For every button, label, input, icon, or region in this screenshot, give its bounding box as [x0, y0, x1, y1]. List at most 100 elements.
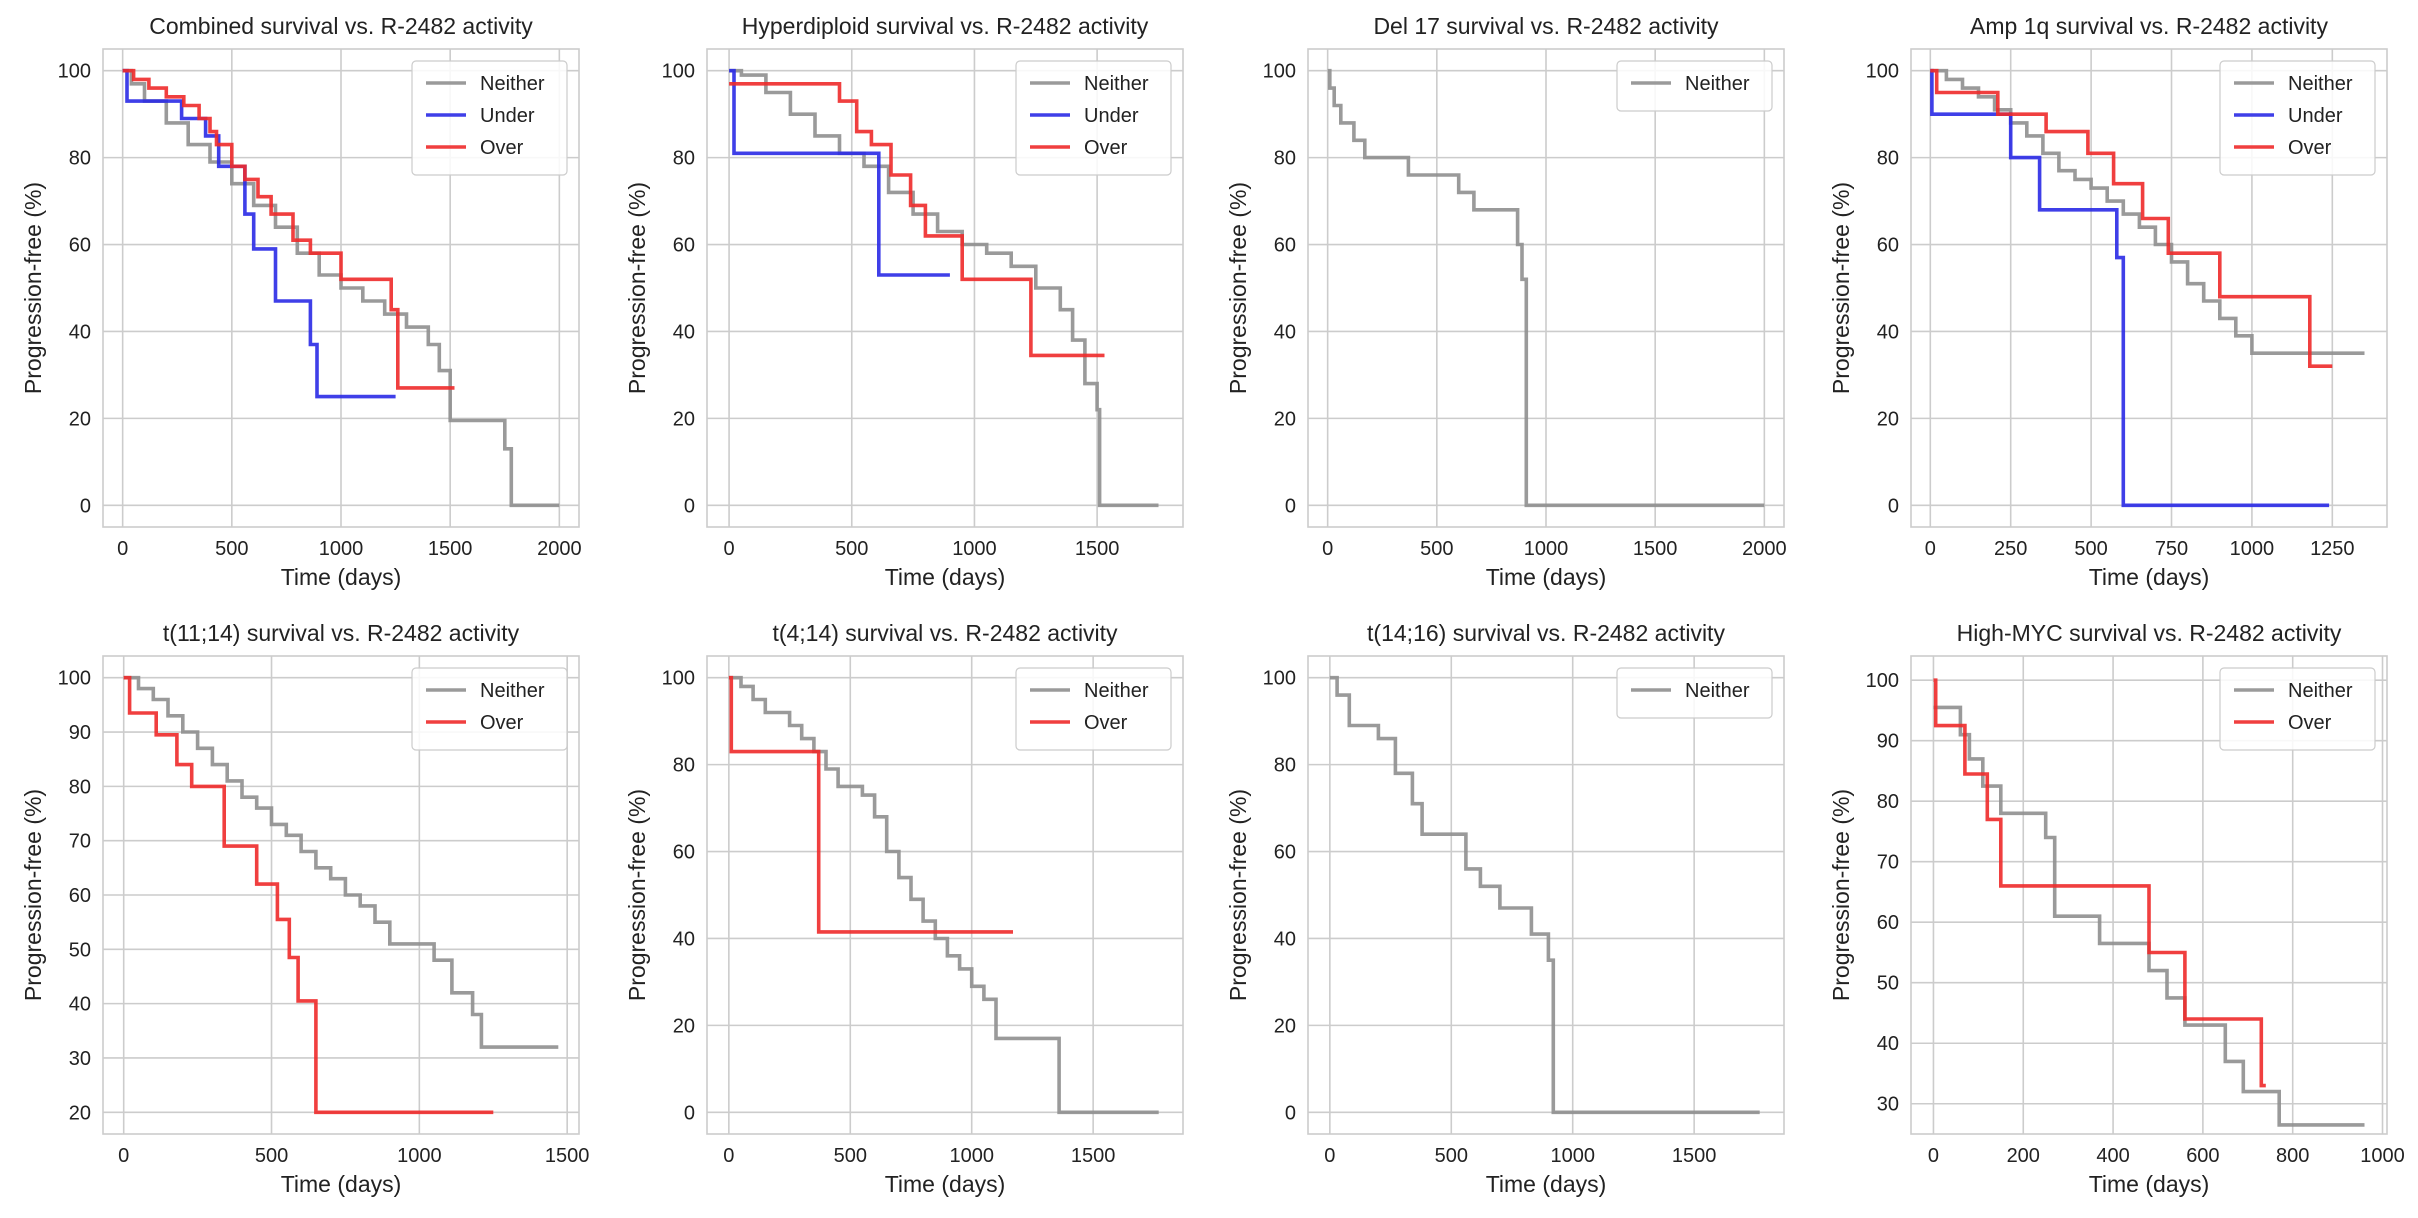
y-tick-label: 40: [69, 321, 91, 343]
chart-panel-5: 0 500 1000 1500 20 30 40 50 60 70 80 90 100 t(11;14) …: [20, 620, 589, 1197]
y-tick-label: 80: [1877, 791, 1899, 813]
y-tick-label: 20: [1274, 408, 1296, 430]
x-tick-label: 0: [1928, 1145, 1939, 1167]
legend: Neither Under Over: [2219, 60, 2376, 176]
curve-neither: [1930, 68, 2365, 355]
x-axis-label: Time (days): [1486, 564, 1607, 590]
plot-frame: [706, 655, 1184, 1135]
x-axis-label: Time (days): [885, 564, 1006, 590]
x-tick-label: 0: [1322, 538, 1333, 560]
legend-label-neither: Neither: [2288, 680, 2353, 702]
y-axis-label: Progression-free (%): [20, 182, 46, 394]
chart-panel-1: 0 500 1000 1500 2000 0 20 40 60 80 100 Combined sur…: [20, 13, 582, 590]
x-tick-label: 500: [834, 1145, 867, 1167]
legend: Neither Under Over: [1015, 60, 1172, 176]
chart-title: Hyperdiploid survival vs. R-2482 activit…: [742, 13, 1149, 39]
y-tick-label: 100: [58, 61, 91, 83]
x-tick-label: 1000: [952, 538, 997, 560]
curve-neither: [1933, 705, 2365, 1127]
x-tick-label: 500: [1435, 1145, 1468, 1167]
y-tick-label: 40: [69, 994, 91, 1016]
x-tick-label: 0: [1324, 1145, 1335, 1167]
y-tick-label: 0: [684, 495, 695, 517]
y-axis-label: Progression-free (%): [20, 789, 46, 1001]
legend-label-over: Over: [480, 137, 524, 159]
plot-frame: [706, 48, 1184, 528]
y-tick-label: 40: [1274, 928, 1296, 950]
y-tick-label: 80: [69, 776, 91, 798]
curve-under: [122, 68, 396, 399]
legend-box: [1616, 667, 1773, 719]
x-axis-label: Time (days): [281, 564, 402, 590]
y-tick-label: 40: [1274, 321, 1296, 343]
x-tick-label: 500: [835, 538, 868, 560]
plot-frame: [1307, 655, 1785, 1135]
x-tick-label: 1000: [2360, 1145, 2405, 1167]
legend-label-under: Under: [480, 105, 535, 127]
y-tick-label: 100: [1866, 61, 1899, 83]
x-tick-label: 1250: [2310, 538, 2355, 560]
x-tick-label: 1000: [319, 538, 364, 560]
plot-frame: [1307, 48, 1785, 528]
y-axis-label: Progression-free (%): [624, 182, 650, 394]
legend: Neither Over: [1015, 667, 1172, 751]
y-tick-label: 60: [1274, 235, 1296, 257]
y-tick-label: 0: [1888, 495, 1899, 517]
y-tick-label: 80: [673, 148, 695, 170]
y-tick-label: 20: [673, 1015, 695, 1037]
curve-over: [1930, 68, 2333, 368]
y-tick-label: 90: [69, 722, 91, 744]
y-tick-label: 80: [1877, 148, 1899, 170]
plot-frame: [1910, 655, 2388, 1135]
plot-frame: [1910, 48, 2388, 528]
legend-label-over: Over: [2288, 137, 2332, 159]
legend-label-neither: Neither: [1084, 73, 1149, 95]
x-tick-label: 1000: [1550, 1145, 1595, 1167]
legend-box: [1616, 60, 1773, 112]
x-tick-label: 1500: [1075, 538, 1120, 560]
y-tick-label: 100: [1263, 668, 1296, 690]
legend-label-neither: Neither: [1685, 680, 1750, 702]
legend-label-neither: Neither: [1084, 680, 1149, 702]
y-tick-label: 20: [673, 408, 695, 430]
x-tick-label: 250: [1994, 538, 2027, 560]
y-tick-label: 0: [1285, 1102, 1296, 1124]
chart-panel-3: 0 500 1000 1500 2000 0 20 40 60 80 100 Del 17 survi…: [1225, 13, 1787, 590]
x-tick-label: 500: [255, 1145, 288, 1167]
chart-title: t(11;14) survival vs. R-2482 activity: [163, 620, 520, 646]
curve-over: [122, 68, 455, 390]
x-tick-label: 1500: [428, 538, 473, 560]
x-tick-label: 2000: [537, 538, 582, 560]
y-axis-label: Progression-free (%): [1225, 789, 1251, 1001]
plot-frame: [102, 655, 580, 1135]
y-tick-label: 80: [69, 148, 91, 170]
y-tick-label: 50: [69, 939, 91, 961]
legend: Neither: [1616, 60, 1773, 112]
x-tick-label: 1000: [949, 1145, 994, 1167]
curve-neither: [728, 675, 1159, 1115]
y-tick-label: 40: [673, 321, 695, 343]
x-tick-label: 0: [723, 1145, 734, 1167]
legend-label-over: Over: [2288, 712, 2332, 734]
plot-frame: [102, 48, 580, 528]
curve-over: [1933, 678, 2266, 1088]
x-tick-label: 1500: [1633, 538, 1678, 560]
curve-neither: [729, 68, 1159, 508]
x-tick-label: 1000: [1524, 538, 1569, 560]
y-tick-label: 100: [662, 61, 695, 83]
y-tick-label: 90: [1877, 731, 1899, 753]
y-tick-label: 60: [673, 842, 695, 864]
y-tick-label: 100: [58, 668, 91, 690]
curve-over: [123, 675, 494, 1115]
y-tick-label: 50: [1877, 973, 1899, 995]
y-axis-label: Progression-free (%): [1828, 789, 1854, 1001]
x-tick-label: 600: [2186, 1145, 2219, 1167]
y-tick-label: 80: [673, 755, 695, 777]
x-tick-label: 0: [118, 1145, 129, 1167]
y-tick-label: 20: [1274, 1015, 1296, 1037]
x-axis-label: Time (days): [1486, 1171, 1607, 1197]
chart-title: t(4;14) survival vs. R-2482 activity: [772, 620, 1118, 646]
legend: Neither: [1616, 667, 1773, 719]
y-tick-label: 60: [69, 235, 91, 257]
curve-over: [728, 675, 1013, 934]
